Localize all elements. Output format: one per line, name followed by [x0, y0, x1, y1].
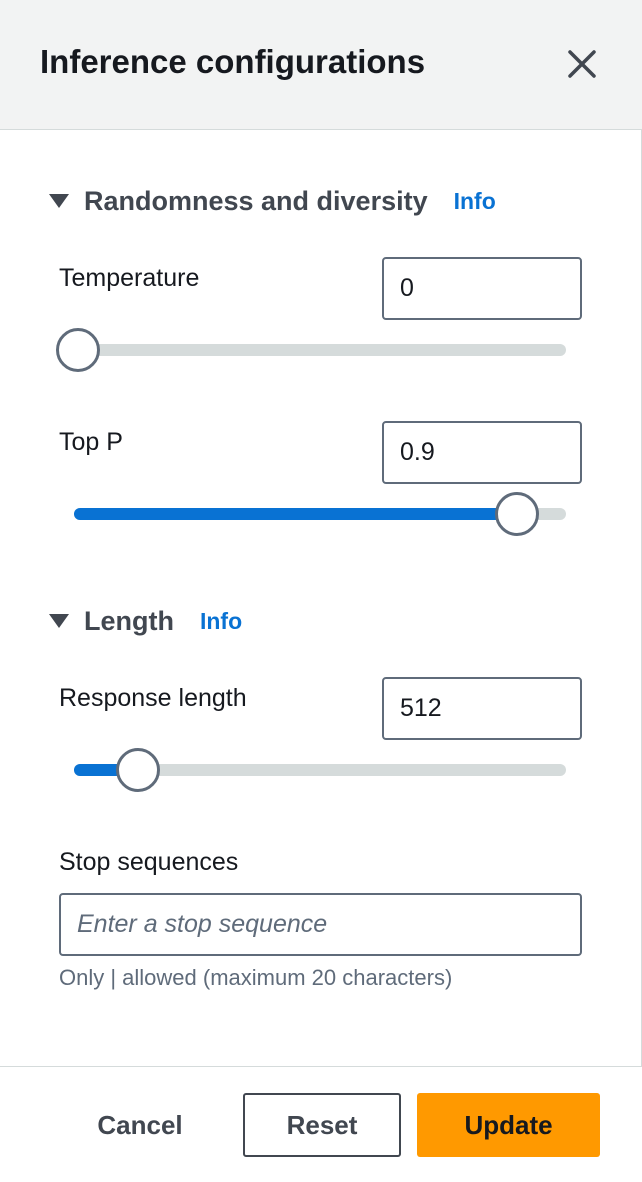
- panel-footer: Cancel Reset Update: [0, 1066, 642, 1182]
- slider-track: [74, 344, 566, 356]
- randomness-section-title: Randomness and diversity: [84, 185, 428, 216]
- top-p-input[interactable]: [382, 421, 582, 484]
- update-button[interactable]: Update: [417, 1093, 600, 1157]
- slider-thumb[interactable]: [116, 748, 160, 792]
- slider-thumb[interactable]: [495, 492, 539, 536]
- randomness-info-link[interactable]: Info: [453, 187, 496, 214]
- temperature-input[interactable]: [382, 257, 582, 320]
- cancel-button[interactable]: Cancel: [80, 1093, 200, 1157]
- randomness-section-toggle[interactable]: Randomness and diversity Info: [48, 181, 496, 221]
- length-section-toggle[interactable]: Length Info: [48, 601, 242, 641]
- caret-down-icon: [49, 194, 69, 208]
- top-p-slider[interactable]: [74, 492, 566, 536]
- slider-fill: [74, 508, 517, 520]
- caret-down-icon: [49, 614, 69, 628]
- length-info-link[interactable]: Info: [199, 607, 243, 634]
- slider-thumb[interactable]: [56, 328, 100, 372]
- response-length-slider[interactable]: [74, 748, 566, 792]
- temperature-label: Temperature: [59, 264, 200, 292]
- panel-title: Inference configurations: [40, 43, 426, 80]
- stop-sequence-input[interactable]: [59, 893, 582, 956]
- response-length-label: Response length: [59, 684, 247, 712]
- top-p-label: Top P: [59, 428, 123, 456]
- length-section-title: Length: [84, 605, 174, 636]
- response-length-input[interactable]: [382, 677, 582, 740]
- stop-sequences-label: Stop sequences: [59, 848, 239, 876]
- panel-header: Inference configurations: [0, 0, 642, 130]
- close-button[interactable]: [560, 42, 604, 86]
- reset-button[interactable]: Reset: [243, 1093, 401, 1157]
- temperature-slider[interactable]: [56, 328, 566, 372]
- close-icon: [568, 50, 596, 78]
- slider-track: [74, 764, 566, 776]
- stop-sequences-hint: Only | allowed (maximum 20 characters): [59, 965, 453, 990]
